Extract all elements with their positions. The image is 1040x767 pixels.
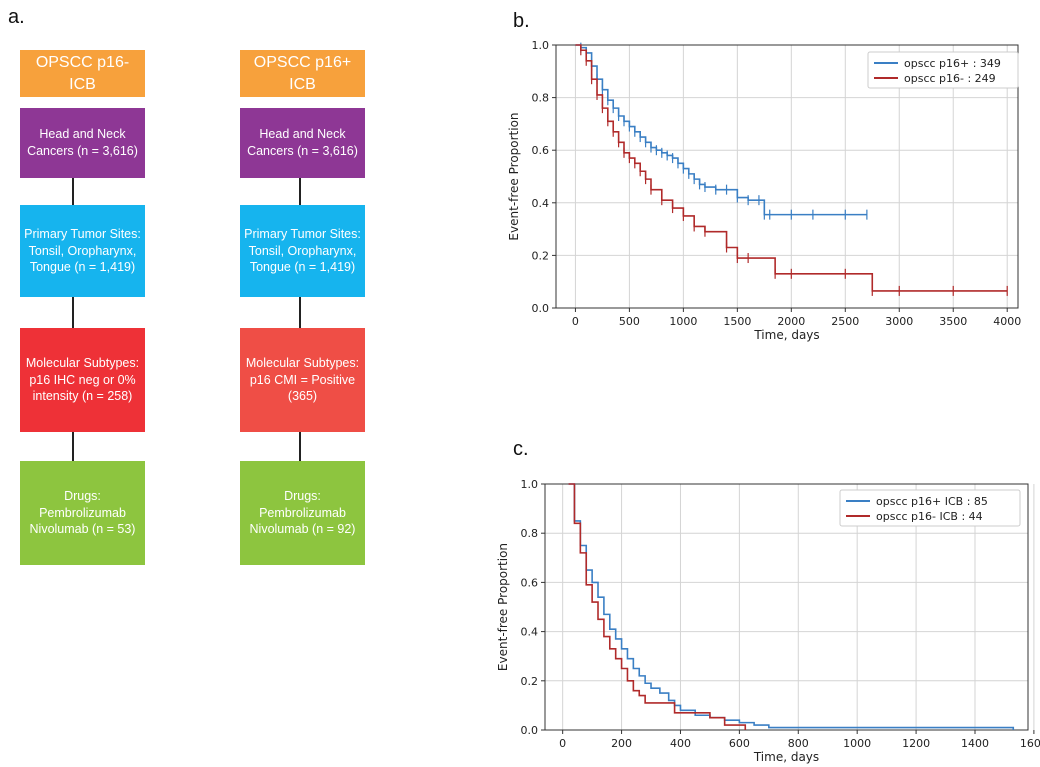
flow-left-tumor-sites-box: Primary Tumor Sites: Tonsil, Oropharynx,… bbox=[20, 205, 145, 297]
legend-label: opscc p16- : 249 bbox=[904, 72, 996, 85]
flow-right-drugs-box: Drugs: Pembrolizumab Nivolumab (n = 92) bbox=[240, 461, 365, 565]
x-tick-label: 3000 bbox=[885, 315, 913, 328]
flow-right-connector-2 bbox=[299, 297, 301, 328]
series-line-2 bbox=[575, 44, 1008, 292]
flow-left-connector-3 bbox=[72, 432, 74, 461]
y-tick-label: 0.0 bbox=[521, 724, 539, 737]
x-tick-label: 0 bbox=[572, 315, 579, 328]
series-line-2 bbox=[568, 483, 747, 730]
legend-box bbox=[867, 51, 1019, 89]
series-line-1 bbox=[575, 44, 867, 216]
y-tick-label: 0.4 bbox=[521, 626, 539, 639]
y-tick-label: 0.2 bbox=[532, 249, 550, 262]
flow-right-title: OPSCC p16+ ICB bbox=[240, 50, 365, 97]
flow-left-connector-2 bbox=[72, 297, 74, 328]
plot-frame bbox=[555, 44, 1019, 309]
legend-label: opscc p16- ICB : 44 bbox=[876, 510, 983, 523]
chart-b-group: 0 500 1000 1500 2000 2500 3000 3500 4000 0.0 0.2 0.… bbox=[507, 39, 1021, 342]
legend-label: opscc p16+ ICB : 85 bbox=[876, 495, 988, 508]
flow-left-molecular-box: Molecular Subtypes: p16 IHC neg or 0% in… bbox=[20, 328, 145, 432]
flow-right-tumor-sites-box: Primary Tumor Sites: Tonsil, Oropharynx,… bbox=[240, 205, 365, 297]
panel-label-b: b. bbox=[513, 10, 530, 32]
x-axis-label: Time, days bbox=[753, 750, 819, 764]
x-axis-label: Time, days bbox=[753, 328, 819, 342]
panel-label-c: c. bbox=[513, 438, 529, 460]
series-line-1 bbox=[568, 483, 1015, 730]
x-tick-label: 1400 bbox=[961, 737, 989, 750]
flow-left-head-neck-box: Head and Neck Cancers (n = 3,616) bbox=[20, 108, 145, 178]
y-tick-label: 1.0 bbox=[532, 39, 550, 52]
x-tick-label: 500 bbox=[619, 315, 640, 328]
y-axis-label: Event-free Proportion bbox=[507, 112, 521, 240]
y-tick-label: 1.0 bbox=[521, 478, 539, 491]
flow-left-title: OPSCC p16- ICB bbox=[20, 50, 145, 97]
flow-right-head-neck-box: Head and Neck Cancers (n = 3,616) bbox=[240, 108, 365, 178]
x-tick-label: 200 bbox=[611, 737, 632, 750]
x-tick-label: 600 bbox=[729, 737, 750, 750]
y-tick-label: 0.6 bbox=[532, 144, 550, 157]
y-tick-label: 0.8 bbox=[521, 527, 539, 540]
x-tick-label: 1200 bbox=[902, 737, 930, 750]
flow-right-molecular-box: Molecular Subtypes: p16 CMI = Positive (… bbox=[240, 328, 365, 432]
flow-right-connector-1 bbox=[299, 178, 301, 205]
legend-label: opscc p16+ : 349 bbox=[904, 57, 1001, 70]
x-tick-label: 2500 bbox=[831, 315, 859, 328]
x-tick-label: 800 bbox=[788, 737, 809, 750]
y-tick-label: 0.6 bbox=[521, 576, 539, 589]
y-tick-label: 0.8 bbox=[532, 92, 550, 105]
x-tick-label: 3500 bbox=[939, 315, 967, 328]
panel-label-a: a. bbox=[8, 6, 25, 28]
plot-frame bbox=[544, 483, 1029, 731]
legend-box bbox=[839, 489, 1021, 527]
y-tick-label: 0.0 bbox=[532, 302, 550, 315]
flow-right-connector-3 bbox=[299, 432, 301, 461]
x-tick-label: 1000 bbox=[843, 737, 871, 750]
flow-left-drugs-box: Drugs: Pembrolizumab Nivolumab (n = 53) bbox=[20, 461, 145, 565]
x-tick-label: 4000 bbox=[993, 315, 1021, 328]
x-tick-label: 0 bbox=[559, 737, 566, 750]
x-tick-label: 2000 bbox=[777, 315, 805, 328]
y-tick-label: 0.2 bbox=[521, 675, 539, 688]
y-axis-label: Event-free Proportion bbox=[496, 543, 510, 671]
y-tick-label: 0.4 bbox=[532, 197, 550, 210]
x-tick-label: 400 bbox=[670, 737, 691, 750]
flow-left-connector-1 bbox=[72, 178, 74, 205]
x-tick-label: 1500 bbox=[723, 315, 751, 328]
x-tick-label: 1000 bbox=[669, 315, 697, 328]
